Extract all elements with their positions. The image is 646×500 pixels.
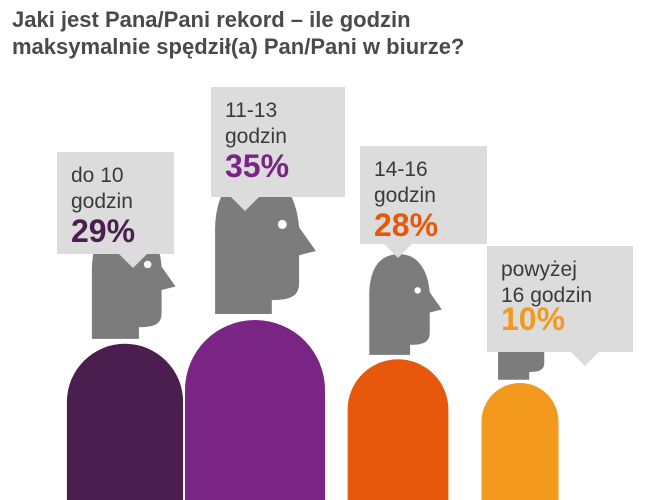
chart-title: Jaki jest Pana/Pani rekord – ile godzin … <box>12 6 632 60</box>
person-eye <box>143 260 152 269</box>
chart-title-line-2: maksymalnie spędził(a) Pan/Pani w biurze… <box>12 34 465 59</box>
person-eye <box>277 219 287 229</box>
person-figure <box>347 254 449 500</box>
speech-bubble-shape <box>360 146 487 258</box>
person-body <box>347 359 449 500</box>
person-body <box>481 383 559 500</box>
speech-bubble-shape <box>211 87 345 211</box>
category-label: godzin <box>374 184 436 207</box>
chart-title-line-1: Jaki jest Pana/Pani rekord – ile godzin <box>12 7 411 32</box>
person-figure <box>185 174 325 500</box>
category-label: 16 godzin <box>501 284 592 307</box>
person-eye <box>414 287 421 294</box>
category-label: 14-16 <box>374 158 428 181</box>
value-label: 35% <box>225 148 289 184</box>
person-body <box>185 320 325 500</box>
speech-bubble-shape <box>487 246 633 366</box>
speech-bubble-shape <box>57 152 174 268</box>
category-label: 11-13 <box>225 99 277 122</box>
category-label: powyżej <box>501 258 577 281</box>
category-label: godzin <box>225 125 287 148</box>
person-figure <box>66 222 184 500</box>
value-label: 29% <box>71 213 135 249</box>
person-head <box>215 174 316 314</box>
person-head <box>369 254 442 355</box>
category-label: godzin <box>71 190 133 213</box>
value-label: 28% <box>374 207 438 243</box>
person-body <box>66 343 184 500</box>
value-label: 10% <box>501 301 565 337</box>
category-label: do 10 <box>71 164 124 187</box>
